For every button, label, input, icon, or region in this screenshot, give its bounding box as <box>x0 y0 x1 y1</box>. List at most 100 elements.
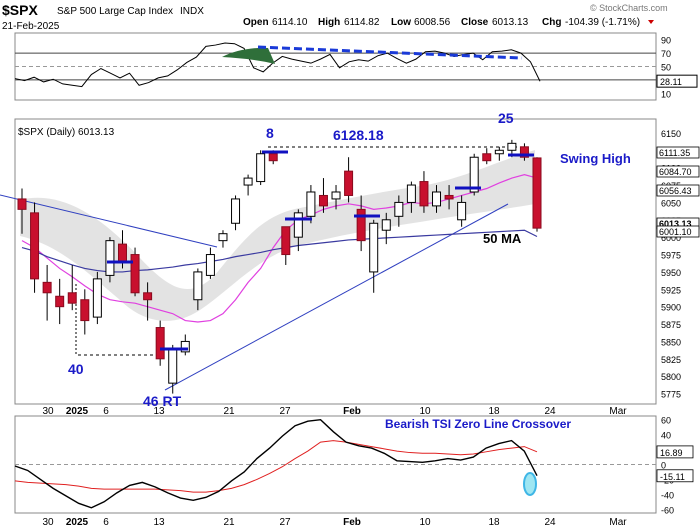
low-value: 6008.56 <box>414 17 451 28</box>
x-tick-label: Mar <box>609 517 627 528</box>
candle-up <box>243 177 253 186</box>
price-overlays <box>0 146 535 391</box>
price-tick-label: 5825 <box>661 355 681 365</box>
price-tick-label: 5900 <box>661 303 681 313</box>
rsi-tick-label: 90 <box>661 36 671 46</box>
candle-up <box>205 254 215 276</box>
trendline-up <box>164 203 509 391</box>
tsi-tick-label: 60 <box>661 416 671 426</box>
candle-down <box>42 281 52 294</box>
open-label: Open <box>243 17 269 28</box>
candle-up <box>306 191 316 217</box>
x-tick-label: 13 <box>153 406 165 417</box>
x-axis-tsi: 30 2025 6 13 21 27 Feb 10 18 24 Mar <box>42 517 627 528</box>
ticker-symbol: $SPX <box>2 2 38 18</box>
tsi-tick-label: 40 <box>661 431 671 441</box>
price-label-text: 6084.70 <box>659 167 692 177</box>
candle-up <box>432 191 442 207</box>
annotation-25: 25 <box>498 110 514 126</box>
x-tick-label: 6 <box>103 406 109 417</box>
candle-up <box>457 201 467 221</box>
candle-down <box>30 212 40 280</box>
candle-up <box>494 149 504 155</box>
price-label-text: 6056.43 <box>659 186 692 196</box>
candle-up <box>507 142 517 151</box>
annotation-50ma: 50 MA <box>483 231 522 246</box>
x-tick-label: 10 <box>419 406 431 417</box>
open-value: 6114.10 <box>272 17 308 28</box>
credit: © StockCharts.com <box>590 3 668 13</box>
candles <box>17 139 542 394</box>
price-label-box <box>656 225 700 238</box>
price-tick-label: 5775 <box>661 390 681 400</box>
annotation-swing-high: Swing High <box>560 151 631 166</box>
tsi-highlight-ellipse <box>523 472 537 496</box>
tsi-series-line <box>14 440 538 493</box>
price-label-box <box>656 165 700 178</box>
price-tick-label: 5975 <box>661 251 681 261</box>
rsi-overbought-fill <box>222 47 275 64</box>
candle-down <box>356 208 366 242</box>
price-tick-label: 5850 <box>661 337 681 347</box>
candle-up <box>394 201 404 217</box>
candle-down <box>532 157 542 229</box>
chg-value: -104.39 (-1.71%) <box>565 17 640 28</box>
candle-up <box>193 271 203 301</box>
candle-down <box>444 194 454 200</box>
price-label-text: 6013.13 <box>659 219 692 229</box>
x-tick-label: Feb <box>343 517 361 528</box>
x-tick-label: 30 <box>42 517 54 528</box>
rsi-tick-label: 70 <box>661 49 671 59</box>
candle-down <box>55 295 65 308</box>
candle-up <box>231 198 241 224</box>
rsi-current-label: 28.11 <box>660 77 682 87</box>
x-tick-label: Feb <box>343 406 361 417</box>
down-arrow-icon <box>648 20 654 24</box>
x-tick-label: 24 <box>544 517 556 528</box>
candle-down <box>67 292 77 304</box>
price-tick-label: 6000 <box>661 233 681 243</box>
tsi-current-box <box>656 445 694 459</box>
x-tick-label: 2025 <box>66 517 89 528</box>
low-label: Low <box>391 17 411 28</box>
x-tick-label: 18 <box>488 517 500 528</box>
annotations: 8 6128.18 25 Swing High 50 MA 40 46 RT <box>68 110 631 409</box>
rsi-tick-label: 50 <box>661 63 671 73</box>
x-axis-price: 30 2025 6 13 21 27 Feb 10 18 24 Mar <box>42 406 627 417</box>
x-tick-label: 27 <box>279 406 291 417</box>
x-tick-label: 24 <box>544 406 556 417</box>
candle-down <box>268 153 278 162</box>
close-value: 6013.13 <box>492 17 529 28</box>
tsi-title: Bearish TSI Zero Line Crossover <box>385 417 571 431</box>
candle-down <box>519 146 529 158</box>
ticker-exchange: INDX <box>180 6 204 17</box>
chart-date: 21-Feb-2025 <box>2 21 60 32</box>
price-label-text: 6001.10 <box>659 227 692 237</box>
x-tick-label: 2025 <box>66 406 89 417</box>
candle-up <box>381 219 391 231</box>
price-tick-label: 5800 <box>661 372 681 382</box>
x-tick-label: 21 <box>223 517 235 528</box>
tsi-tick-label: -60 <box>661 505 674 515</box>
candle-down <box>17 198 27 210</box>
x-tick-label: 27 <box>279 517 291 528</box>
trendline-down <box>0 194 218 248</box>
candle-down <box>344 170 354 196</box>
candle-up <box>369 222 379 273</box>
tsi-series-line <box>14 418 538 509</box>
price-panel <box>14 118 657 405</box>
annotation-46rt: 46 RT <box>143 393 182 409</box>
price-tick-label: 5950 <box>661 268 681 278</box>
candle-up <box>331 191 341 200</box>
price-tick-label: 5875 <box>661 320 681 330</box>
candle-up <box>293 212 303 238</box>
chg-label: Chg <box>542 17 561 28</box>
x-tick-label: 18 <box>488 406 500 417</box>
candle-down <box>482 153 492 162</box>
x-tick-label: 13 <box>153 517 165 528</box>
price-label-box <box>656 184 700 197</box>
candle-down <box>155 327 165 360</box>
candle-down <box>130 254 140 294</box>
candle-down <box>419 181 429 207</box>
